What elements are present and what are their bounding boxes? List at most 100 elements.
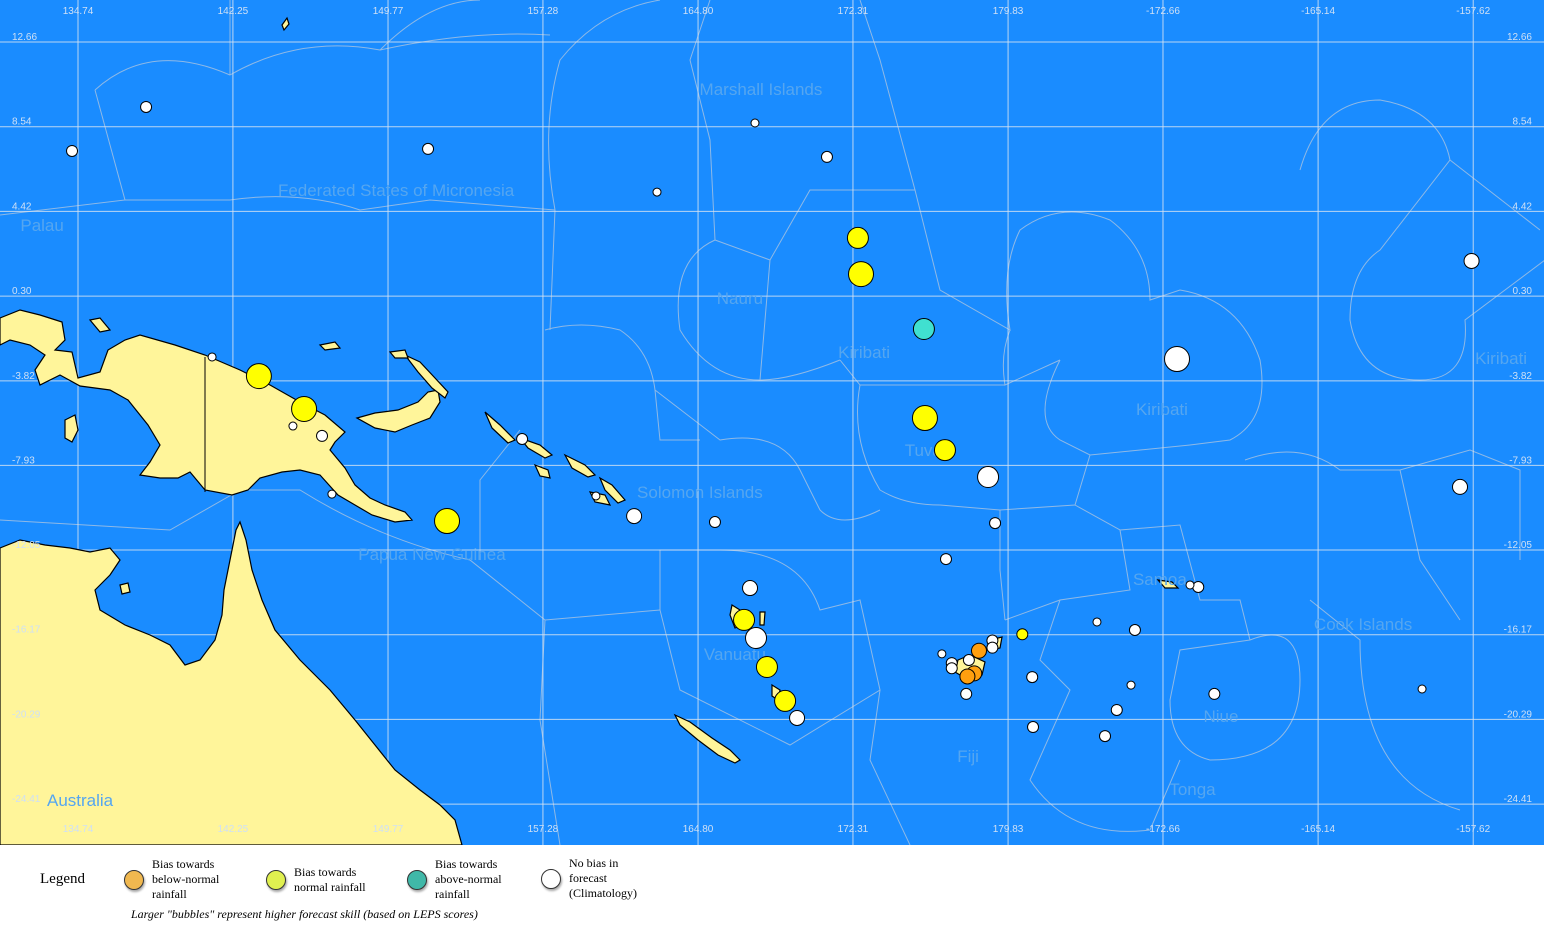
lat-tick-label-right: 0.30 [1513, 286, 1533, 297]
forecast-bubble-none [962, 654, 975, 667]
country-label: Federated States of Micronesia [278, 181, 515, 200]
forecast-bubble-normal [911, 405, 938, 432]
forecast-bubble-none [1092, 617, 1102, 627]
coordinate-ticks: 134.74 134.74 142.25 142.25 149.77 149.77 157.… [12, 6, 1532, 835]
forecast-bubble-none [820, 150, 833, 163]
forecast-bubble-none [1208, 687, 1221, 700]
forecast-bubble-none [960, 687, 973, 700]
legend-label: Bias towards normal rainfall [294, 865, 366, 894]
forecast-bubble-none [937, 649, 947, 659]
legend-item-above-normal: Bias towards above-normal rainfall [407, 857, 502, 902]
legend-dot-teal-icon [407, 869, 427, 890]
lon-tick-label-bottom: 142.25 [218, 824, 249, 835]
legend-dot-yellow-icon [266, 870, 286, 890]
forecast-bubble-normal [848, 261, 875, 288]
country-label: Tonga [1169, 780, 1216, 799]
country-label: Palau [20, 216, 63, 235]
country-label: Niue [1203, 707, 1238, 726]
forecast-bubble-none [1027, 721, 1040, 734]
legend-label: Bias towards above-normal rainfall [435, 857, 502, 901]
lat-tick-label-left: 8.54 [12, 117, 32, 128]
lat-tick-label-right: -20.29 [1504, 709, 1533, 720]
forecast-bubble-below [970, 642, 987, 659]
land-solomon-islands [484, 411, 626, 506]
land-islands-misc [88, 16, 409, 595]
lat-tick-label-left: -12.05 [12, 540, 41, 551]
forecast-bubble-none [742, 580, 759, 597]
eez-boundary [544, 324, 1061, 845]
forecast-bubble-none [140, 100, 153, 113]
legend-note: Larger "bubbles" represent higher foreca… [131, 907, 478, 921]
legend-item-normal: Bias towards normal rainfall [266, 865, 366, 895]
forecast-bubble-none [422, 142, 435, 155]
forecast-bubble-none [66, 144, 79, 157]
forecast-bubble-none [945, 662, 958, 675]
forecast-bubble-none [750, 118, 760, 128]
forecast-bubble-none [207, 352, 217, 362]
country-label: Australia [47, 791, 114, 810]
lon-tick-label-bottom: 149.77 [373, 824, 404, 835]
land-new-caledonia [673, 713, 741, 764]
legend-dot-white-icon [541, 868, 561, 889]
forecast-bubble-none [1192, 581, 1205, 594]
lat-tick-label-left: -7.93 [12, 455, 35, 466]
forecast-bubble-none [591, 491, 601, 501]
lon-tick-label-bottom: -157.62 [1456, 824, 1490, 835]
lat-tick-label-right: 4.42 [1513, 201, 1533, 212]
lat-tick-label-left: 4.42 [12, 201, 32, 212]
country-label: Fiji [957, 747, 979, 766]
eez-boundary [857, 329, 1191, 621]
lat-tick-label-left: 12.66 [12, 32, 37, 43]
forecast-bubble-none [986, 641, 999, 654]
forecast-bubble-normal [1016, 628, 1029, 641]
lat-tick-label-right: -3.82 [1509, 371, 1532, 382]
forecast-bubble-normal [434, 508, 461, 535]
lon-tick-label-top: 164.80 [683, 6, 714, 17]
forecast-bubble-none [745, 627, 768, 650]
rainfall-bias-map: Marshall Islands Federated States of Micr… [0, 0, 1544, 845]
forecast-bubble-none [288, 421, 298, 431]
lat-tick-label-left: -16.17 [12, 625, 41, 636]
forecast-bubble-none [516, 432, 529, 445]
land-samoa [1156, 579, 1180, 589]
eez-boundary [1029, 504, 1461, 832]
forecast-bubble-none [939, 553, 952, 566]
lat-tick-label-right: -16.17 [1504, 625, 1533, 636]
lat-tick-label-left: 0.30 [12, 286, 32, 297]
country-label: Vanuatu [704, 645, 766, 664]
legend-item-below-normal: Bias towards below-normal rainfall [124, 857, 219, 902]
forecast-bubble-above [912, 318, 935, 341]
legend: Legend Bias towards below-normal rainfal… [0, 845, 1544, 928]
lon-tick-label-bottom: -165.14 [1301, 824, 1335, 835]
map-canvas: Marshall Islands Federated States of Micr… [0, 0, 1544, 845]
forecast-bubble-none [1128, 623, 1141, 636]
forecast-bubble-normal [774, 689, 797, 712]
country-label: Marshall Islands [700, 80, 823, 99]
forecast-bubble-none [1417, 684, 1427, 694]
lon-tick-label-bottom: 172.31 [838, 824, 869, 835]
forecast-bubble-none [626, 508, 643, 525]
eez-boundary [677, 0, 1263, 446]
lat-tick-label-left: -24.41 [12, 794, 41, 805]
country-label: Cook Islands [1314, 615, 1412, 634]
forecast-bubble-none [1110, 703, 1123, 716]
lon-tick-label-top: -172.66 [1146, 6, 1180, 17]
lon-tick-label-bottom: 179.83 [993, 824, 1024, 835]
forecast-bubble-none [708, 516, 721, 529]
forecast-bubble-normal [291, 395, 318, 422]
forecast-bubble-none [327, 489, 337, 499]
legend-item-no-bias: No bias in forecast (Climatology) [541, 856, 637, 901]
country-label: Nauru [717, 289, 763, 308]
country-label: Papua New Guinea [358, 545, 506, 564]
forecast-bubble-none [1099, 730, 1112, 743]
country-label: Kiribati [1136, 400, 1188, 419]
land-masses [0, 16, 1180, 845]
land-new-guinea [0, 309, 414, 523]
lon-tick-label-top: 179.83 [993, 6, 1024, 17]
forecast-bubble-below [959, 668, 976, 685]
lat-tick-label-right: -12.05 [1504, 540, 1533, 551]
legend-label: Bias towards below-normal rainfall [152, 857, 220, 901]
country-label: Solomon Islands [637, 483, 763, 502]
land-halmahera [64, 414, 79, 443]
lon-tick-label-top: -157.62 [1456, 6, 1490, 17]
